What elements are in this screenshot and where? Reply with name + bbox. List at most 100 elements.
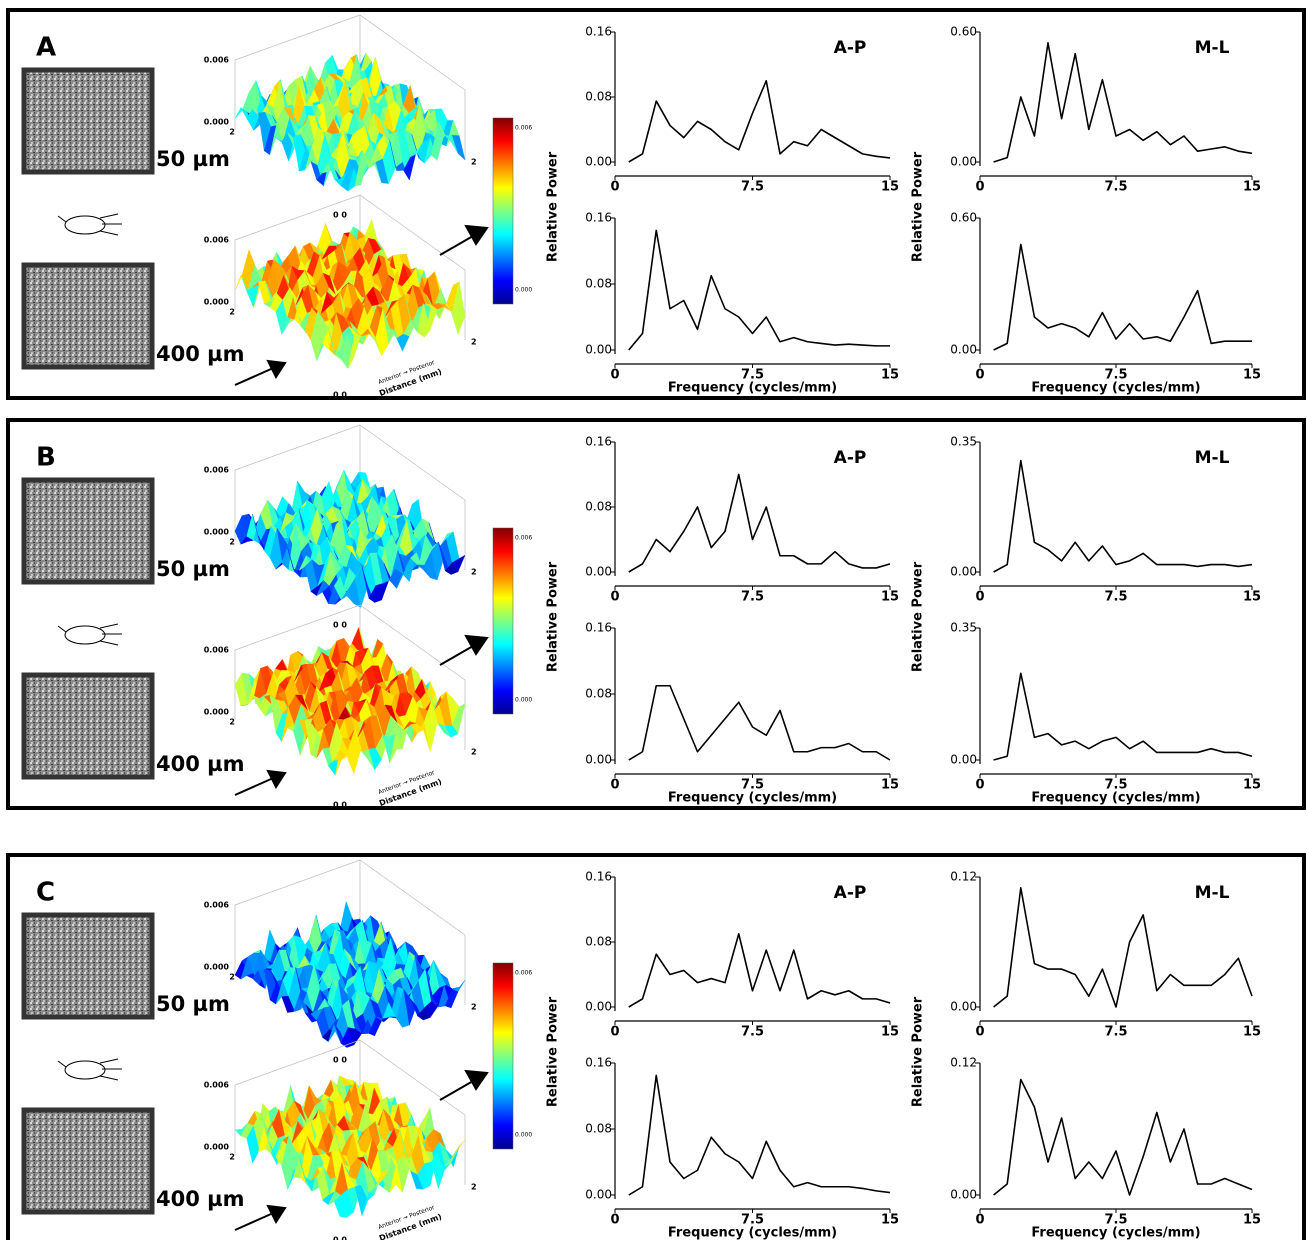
x-tick-label: 0	[975, 368, 984, 383]
y-tick-label: 0.00	[585, 753, 612, 767]
z-tick-label: 0.006	[204, 56, 230, 65]
surface-box	[234, 194, 466, 340]
y-tick-label: 0.00	[950, 753, 977, 767]
x-tick-label: 0	[975, 1213, 984, 1228]
x-tick-label: 7.5	[741, 590, 764, 605]
micrograph	[21, 1107, 155, 1215]
data-line	[993, 243, 1252, 351]
depth-label: 400 µm	[156, 752, 244, 776]
y-tick-label: 0.08	[585, 687, 612, 701]
x-axis-label: Frequency (cycles/mm)	[1031, 381, 1200, 396]
surface-cell	[452, 1139, 466, 1157]
origin-label: 0 0	[333, 391, 347, 400]
colorbar-label: 0.000	[515, 1132, 532, 1139]
chart-title: A-P	[834, 448, 867, 468]
surface-cell	[396, 1156, 410, 1193]
micrograph	[21, 477, 155, 585]
edge-label: 2	[471, 748, 477, 757]
z-tick-label: 0.006	[204, 466, 230, 475]
x-tick-label: 15	[881, 590, 899, 605]
surface-cell	[275, 658, 289, 671]
z-tick-label: 0.000	[204, 298, 230, 307]
y-tick-label: 0.00	[585, 155, 612, 169]
x-tick-label: 0	[975, 590, 984, 605]
y-tick-label: 0.12	[950, 870, 977, 884]
y-tick-label: 0.08	[585, 500, 612, 514]
x-tick-label: 0	[610, 368, 619, 383]
hand-icon	[64, 215, 106, 235]
y-tick-label: 0.08	[585, 90, 612, 104]
panel-letter: A	[36, 33, 56, 63]
x-tick-label: 15	[881, 1213, 899, 1228]
edge-label: 2	[229, 538, 235, 547]
chart-title: M-L	[1195, 38, 1230, 58]
y-axis-label: Relative Power	[911, 996, 926, 1107]
z-tick-label: 0.000	[204, 963, 230, 972]
x-tick-label: 0	[610, 180, 619, 195]
origin-label: 0 0	[333, 1056, 347, 1065]
y-tick-label: 0.16	[585, 1056, 612, 1070]
surface-cell	[452, 281, 466, 335]
arrow	[234, 769, 287, 796]
origin-label: 0 0	[333, 1236, 347, 1240]
x-tick-label: 0	[610, 1025, 619, 1040]
origin-label: 0 0	[333, 621, 347, 630]
panel-letter: B	[36, 443, 56, 473]
edge-label: 2	[229, 1153, 235, 1162]
chart-title: A-P	[834, 883, 867, 903]
x-tick-label: 15	[1243, 1025, 1261, 1040]
depth-label: 50 µm	[156, 147, 230, 171]
edge-label: 2	[229, 128, 235, 137]
y-tick-label: 0.12	[950, 1056, 977, 1070]
colorbar	[492, 117, 514, 305]
x-tick-label: 7.5	[741, 1213, 764, 1228]
x-tick-label: 0	[975, 778, 984, 793]
x-tick-label: 7.5	[1104, 1213, 1127, 1228]
x-tick-label: 7.5	[1104, 778, 1127, 793]
y-tick-label: 0.16	[585, 621, 612, 635]
data-line	[628, 684, 891, 761]
x-tick-label: 0	[610, 1213, 619, 1228]
micrograph	[21, 672, 155, 780]
hand-icon	[57, 623, 122, 646]
data-line	[993, 672, 1253, 761]
data-line	[628, 229, 890, 351]
y-tick-label: 0.16	[585, 870, 612, 884]
surface-cell	[451, 703, 466, 735]
panel-frame	[6, 853, 1306, 1240]
y-tick-label: 0.00	[950, 1188, 977, 1202]
y-tick-label: 0.08	[585, 277, 612, 291]
surface-cell	[451, 554, 466, 573]
surface-cell	[431, 121, 445, 161]
x-tick-label: 15	[881, 180, 899, 195]
y-tick-label: 0.00	[585, 1000, 612, 1014]
depth-label: 400 µm	[156, 1187, 244, 1211]
y-tick-label: 0.00	[950, 565, 977, 579]
panel-letter: C	[36, 878, 55, 908]
arrow	[439, 634, 489, 666]
depth-label: 50 µm	[156, 557, 230, 581]
depth-label: 400 µm	[156, 342, 244, 366]
x-tick-label: 0	[610, 778, 619, 793]
hand-icon	[64, 1060, 106, 1080]
arrow	[439, 224, 489, 256]
x-tick-label: 7.5	[1104, 1025, 1127, 1040]
depth-label: 50 µm	[156, 992, 230, 1016]
x-tick-label: 7.5	[1104, 590, 1127, 605]
surface-box	[234, 859, 466, 1005]
x-tick-label: 15	[881, 368, 899, 383]
surface-cell	[347, 331, 362, 369]
edge-label: 2	[471, 158, 477, 167]
data-line	[628, 79, 891, 163]
colorbar-label: 0.000	[515, 287, 532, 294]
x-axis-label: Frequency (cycles/mm)	[1031, 1226, 1200, 1240]
surface-cell	[451, 979, 466, 992]
y-axis-label: Relative Power	[911, 151, 926, 262]
x-tick-label: 15	[881, 778, 899, 793]
x-tick-label: 0	[975, 1025, 984, 1040]
data-line	[993, 42, 1253, 163]
y-tick-label: 0.08	[585, 935, 612, 949]
panel-frame	[6, 8, 1306, 400]
x-tick-label: 15	[1243, 1213, 1261, 1228]
